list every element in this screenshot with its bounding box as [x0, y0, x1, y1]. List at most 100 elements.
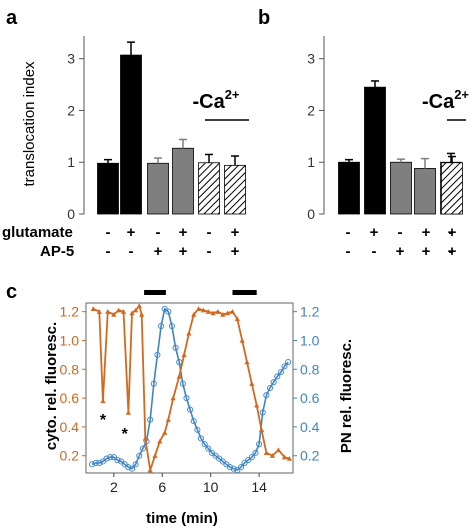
cyto-point	[90, 306, 96, 311]
ca-label: -Ca2+	[422, 87, 469, 113]
bar	[198, 162, 220, 215]
right-y-tick-label: 0.6	[300, 390, 320, 406]
x-tick-label: 14	[251, 479, 267, 495]
y-tick-label: 1	[67, 154, 75, 170]
ap5-sign: +	[179, 243, 188, 260]
pn-point	[139, 445, 146, 452]
glutamate-sign: -	[207, 224, 212, 241]
cyto-point	[254, 402, 260, 408]
pn-point	[96, 459, 103, 466]
pn-point	[277, 369, 284, 376]
glutamate-sign: +	[448, 224, 457, 241]
pn-point	[212, 452, 219, 459]
pn-point	[263, 392, 270, 399]
ap5-sign: -	[207, 243, 212, 260]
pn-point	[259, 409, 266, 416]
pn-point	[256, 441, 263, 448]
glutamate-sign: +	[422, 224, 431, 241]
cyto-point	[210, 310, 216, 316]
glutamate-sign: +	[370, 224, 379, 241]
glutamate-row-label: glutamate	[2, 224, 73, 241]
cyto-series-line	[92, 304, 290, 471]
bar	[147, 162, 169, 215]
pn-point	[223, 461, 230, 468]
cyto-point	[229, 309, 236, 314]
pn-point	[190, 418, 197, 425]
pn-point	[150, 380, 157, 387]
cyto-point	[142, 435, 148, 441]
stimulus-bar	[232, 290, 257, 295]
y-tick-label: 0	[67, 206, 75, 222]
right-y-tick-label: 0.2	[300, 448, 320, 464]
asterisk: *	[100, 412, 107, 429]
cyto-point	[286, 455, 292, 461]
bar	[97, 162, 119, 215]
left-y-tick-label: 1.0	[60, 332, 80, 348]
bar	[120, 54, 142, 215]
cyto-point	[136, 303, 142, 309]
bar	[441, 162, 463, 215]
y-tick-label: 0	[307, 206, 315, 222]
pn-point	[128, 465, 136, 472]
cyto-point	[105, 309, 111, 314]
glutamate-sign: -	[156, 224, 161, 241]
glutamate-sign: +	[127, 224, 136, 241]
pn-point	[227, 464, 234, 471]
ap5-sign: +	[448, 243, 457, 260]
cyto-point	[181, 352, 187, 358]
cyto-point	[220, 311, 226, 317]
cyto-point	[162, 430, 168, 435]
left-y-axis-label: cyto. rel. fluoresc.	[43, 322, 60, 450]
pn-point	[241, 459, 248, 466]
pn-point	[147, 416, 154, 423]
asterisk: *	[122, 426, 129, 443]
cyto-point	[157, 438, 163, 444]
stimulus-bar	[144, 290, 166, 295]
cyto-point	[96, 309, 102, 314]
ap5-sign: -	[449, 243, 454, 260]
glutamate-sign: -	[449, 224, 454, 241]
panel-label-c: c	[6, 281, 17, 303]
left-y-tick-label: 1.2	[60, 304, 80, 320]
right-y-axis-label: PN rel. fluoresc.	[338, 339, 355, 453]
cyto-point	[147, 467, 153, 473]
cyto-point	[120, 309, 127, 314]
ap5-sign: -	[346, 243, 351, 260]
pn-point	[121, 461, 128, 468]
pn-point	[179, 380, 186, 387]
x-tick-label: 2	[110, 479, 118, 495]
panel-b-bar-chart: 0 1 2 3 -Ca2+	[307, 36, 469, 222]
left-y-tick-label: 0.2	[60, 448, 80, 464]
pn-point	[132, 461, 139, 468]
pn-point	[99, 458, 106, 465]
panel-a-bar-chart: translocation index 0 1 2 3 -Ca2+	[21, 36, 249, 222]
pn-point	[201, 441, 208, 448]
pn-point	[230, 465, 237, 472]
pn-point	[208, 449, 215, 456]
ca-label: -Ca2+	[192, 87, 239, 113]
cyto-point	[215, 309, 221, 314]
cyto-point	[133, 307, 139, 313]
pn-point	[158, 323, 165, 330]
x-tick-label: 6	[158, 479, 166, 495]
x-tick-label: 10	[203, 479, 219, 495]
cyto-point	[129, 310, 135, 316]
cyto-point	[244, 359, 250, 365]
pn-point	[252, 449, 259, 456]
pn-point	[187, 406, 194, 413]
pn-point	[194, 426, 201, 433]
glutamate-sign: -	[398, 224, 403, 241]
cyto-point	[281, 454, 288, 460]
right-y-tick-label: 1.2	[300, 304, 320, 320]
pn-point	[136, 452, 143, 459]
x-axis-label: time (min)	[146, 510, 218, 527]
bar	[390, 161, 412, 215]
y-tick-label: 2	[307, 102, 315, 118]
panel-label-a: a	[6, 7, 18, 29]
cyto-point	[234, 316, 240, 322]
cyto-point	[111, 311, 117, 317]
bar	[172, 147, 194, 215]
pn-point	[110, 454, 117, 461]
cyto-point	[205, 309, 211, 314]
